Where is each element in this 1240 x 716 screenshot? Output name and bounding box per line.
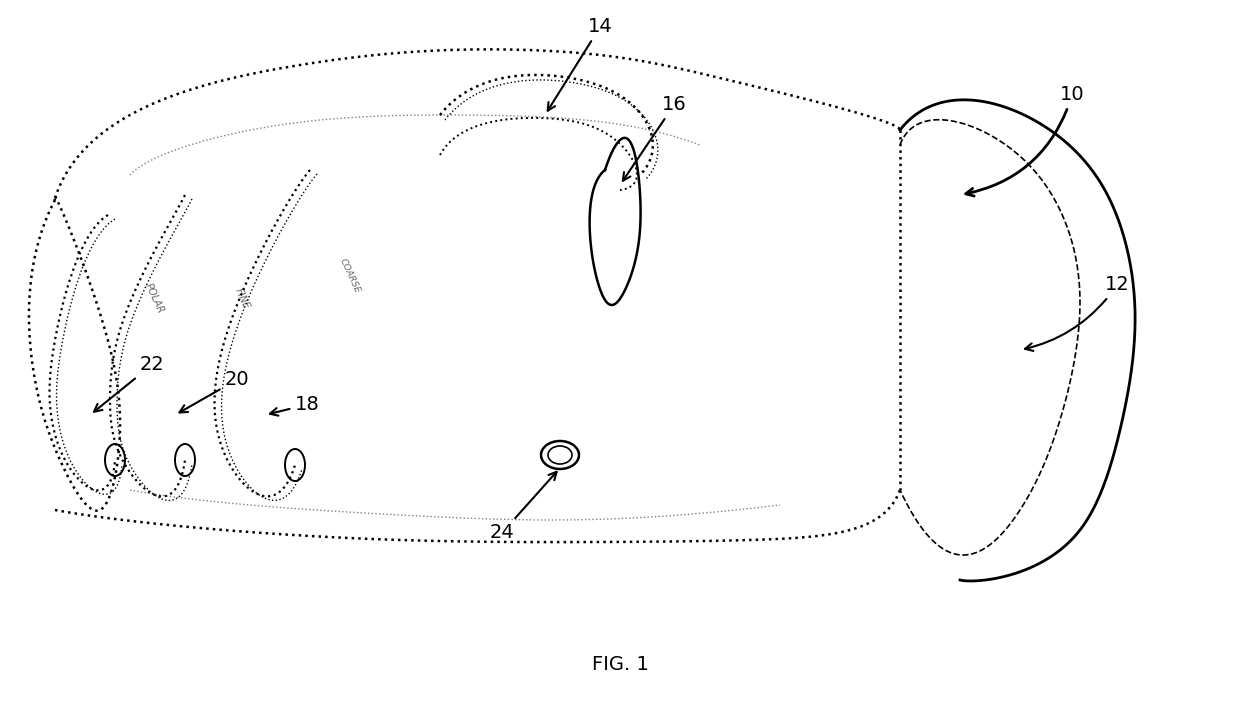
Text: FIG. 1: FIG. 1 <box>591 655 649 674</box>
Text: 24: 24 <box>490 472 557 542</box>
Text: 12: 12 <box>1025 275 1130 351</box>
Text: 16: 16 <box>622 95 687 180</box>
Text: 10: 10 <box>966 85 1085 196</box>
Text: 18: 18 <box>270 395 320 416</box>
Text: FINE: FINE <box>233 286 252 311</box>
Text: 22: 22 <box>94 355 165 412</box>
Text: COARSE: COARSE <box>339 257 362 294</box>
Text: POLAR: POLAR <box>143 281 166 315</box>
Text: 14: 14 <box>548 17 613 111</box>
Text: 20: 20 <box>180 370 249 412</box>
